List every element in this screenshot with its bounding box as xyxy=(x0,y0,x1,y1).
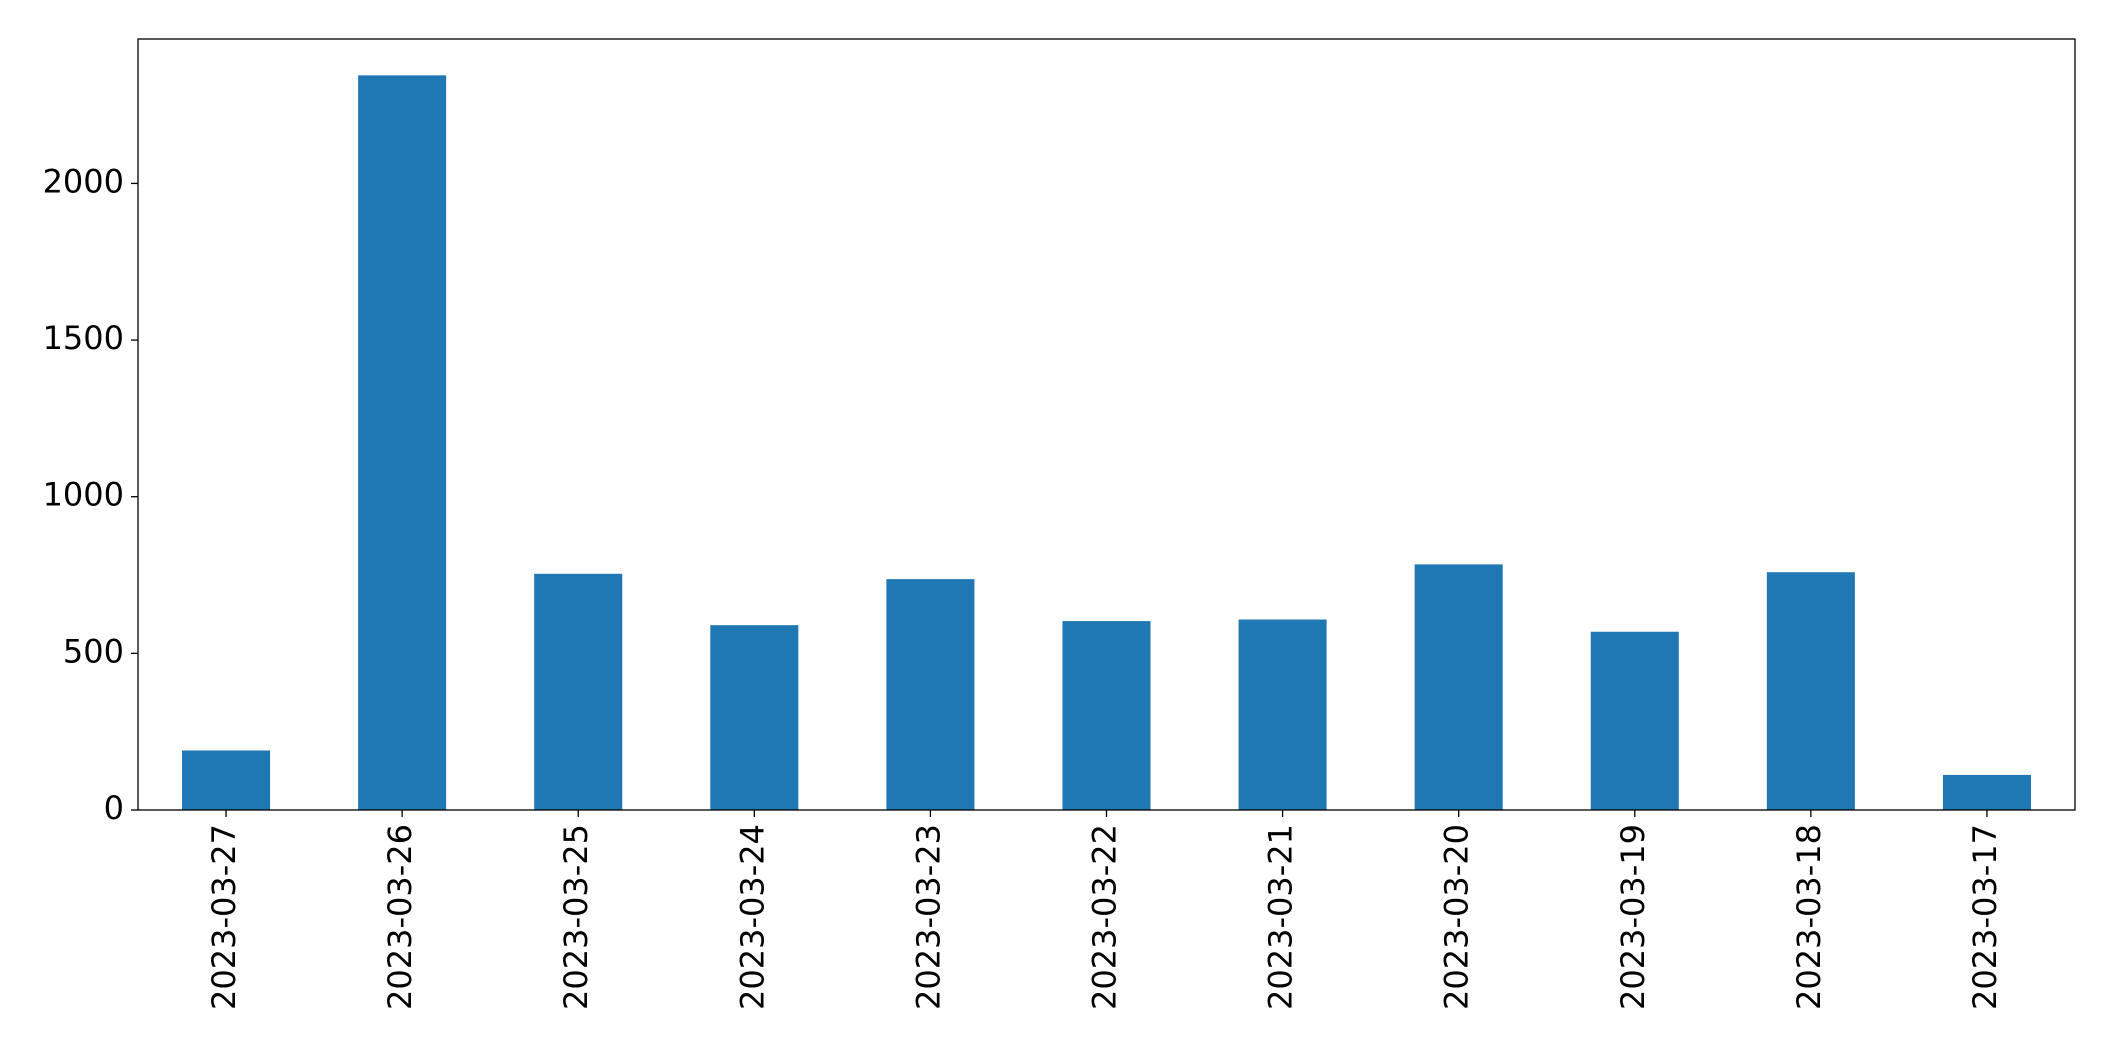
y-tick-label: 1000 xyxy=(43,476,124,514)
bar xyxy=(1238,619,1327,810)
y-tick-label: 0 xyxy=(104,789,124,827)
y-tick-label: 1500 xyxy=(43,319,124,357)
bar xyxy=(534,573,623,810)
bar xyxy=(1590,631,1679,810)
bar xyxy=(1414,564,1503,810)
x-tick-label: 2023-03-21 xyxy=(1262,824,1300,1010)
x-tick-label: 2023-03-20 xyxy=(1438,824,1476,1010)
x-tick-label: 2023-03-22 xyxy=(1086,824,1124,1010)
x-tick-label: 2023-03-17 xyxy=(1966,824,2004,1010)
bar xyxy=(358,75,447,811)
y-tick-label: 2000 xyxy=(43,162,124,200)
bar xyxy=(182,750,271,810)
bar xyxy=(886,579,975,810)
x-tick-label: 2023-03-27 xyxy=(205,824,243,1010)
plot-frame xyxy=(137,38,2076,811)
x-tick-label: 2023-03-25 xyxy=(557,824,595,1010)
x-tick-label: 2023-03-19 xyxy=(1614,824,1652,1010)
bar xyxy=(1062,621,1151,810)
y-tick-label: 500 xyxy=(63,632,124,670)
x-tick-label: 2023-03-18 xyxy=(1790,824,1828,1010)
x-tick-label: 2023-03-26 xyxy=(381,824,419,1010)
bar xyxy=(1766,572,1855,810)
x-tick-label: 2023-03-23 xyxy=(909,824,947,1010)
bar xyxy=(1942,774,2031,810)
bar xyxy=(710,625,799,810)
x-tick-label: 2023-03-24 xyxy=(733,824,771,1010)
